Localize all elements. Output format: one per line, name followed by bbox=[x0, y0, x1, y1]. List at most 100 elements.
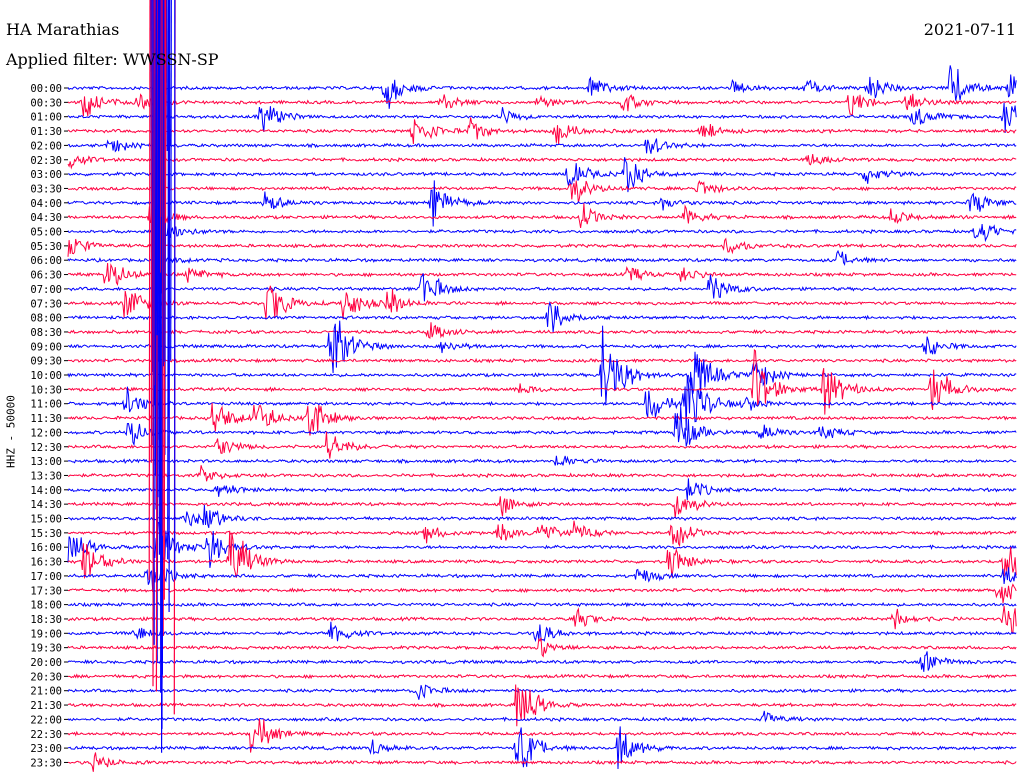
row-time-label: 01:30 bbox=[30, 126, 62, 138]
filter-subtitle: Applied filter: WWSSN-SP bbox=[6, 50, 219, 69]
row-time-label: 16:30 bbox=[30, 557, 62, 569]
trace-row bbox=[67, 601, 1017, 608]
row-time-label: 15:30 bbox=[30, 528, 62, 540]
row-time-label: 13:30 bbox=[30, 470, 62, 482]
row-time-label: 17:30 bbox=[30, 585, 62, 597]
row-time-label: 16:00 bbox=[30, 542, 62, 554]
row-time-label: 21:30 bbox=[30, 700, 62, 712]
trace-row bbox=[67, 320, 1017, 374]
trace-row bbox=[67, 521, 1017, 568]
trace-row bbox=[67, 325, 1017, 404]
trace-row bbox=[67, 262, 1017, 287]
trace-row bbox=[67, 406, 1017, 447]
trace-row bbox=[67, 583, 1017, 604]
row-time-label: 08:30 bbox=[30, 327, 62, 339]
row-time-label: 07:00 bbox=[30, 284, 62, 296]
trace-row bbox=[67, 219, 1017, 250]
row-time-label: 18:00 bbox=[30, 600, 62, 612]
trace-row bbox=[67, 322, 1017, 339]
row-time-label: 10:30 bbox=[30, 384, 62, 396]
trace-row bbox=[67, 180, 1017, 227]
date-label: 2021-07-11 bbox=[923, 20, 1016, 39]
trace-row bbox=[67, 65, 1017, 109]
trace-row bbox=[67, 621, 1017, 643]
row-time-label: 00:00 bbox=[30, 83, 62, 95]
row-time-label: 08:00 bbox=[30, 313, 62, 325]
trace-row bbox=[67, 93, 1017, 117]
row-time-label: 19:30 bbox=[30, 643, 62, 655]
y-axis-label: HHZ - 50000 bbox=[4, 395, 18, 468]
trace-row bbox=[67, 530, 1017, 580]
row-time-label: 11:30 bbox=[30, 413, 62, 425]
row-time-label: 12:30 bbox=[30, 442, 62, 454]
row-time-label: 19:00 bbox=[30, 628, 62, 640]
row-time-label: 05:30 bbox=[30, 241, 62, 253]
row-time-label: 06:30 bbox=[30, 270, 62, 282]
row-time-label: 10:00 bbox=[30, 370, 62, 382]
row-time-label: 22:30 bbox=[30, 729, 62, 741]
row-time-label: 07:30 bbox=[30, 298, 62, 310]
trace-row bbox=[67, 684, 1017, 700]
row-time-label: 09:00 bbox=[30, 341, 62, 353]
row-time-label: 20:00 bbox=[30, 657, 62, 669]
trace-row bbox=[67, 752, 1017, 772]
row-time-label: 23:00 bbox=[30, 743, 62, 755]
row-time-label: 14:30 bbox=[30, 499, 62, 511]
row-time-label: 20:30 bbox=[30, 671, 62, 683]
trace-row bbox=[67, 605, 1017, 635]
row-time-label: 02:30 bbox=[30, 155, 62, 167]
trace-row bbox=[67, 562, 1017, 593]
row-time-label: 21:00 bbox=[30, 686, 62, 698]
row-time-label: 04:00 bbox=[30, 198, 62, 210]
row-time-label: 12:00 bbox=[30, 427, 62, 439]
trace-row bbox=[67, 465, 1017, 482]
trace-row bbox=[68, 357, 1017, 364]
trace-row bbox=[67, 673, 1017, 680]
row-time-label: 05:00 bbox=[30, 227, 62, 239]
trace-row bbox=[67, 249, 1017, 267]
row-time-label: 00:30 bbox=[30, 97, 62, 109]
row-time-label: 03:00 bbox=[30, 169, 62, 181]
trace-row bbox=[67, 504, 1017, 528]
trace-row bbox=[67, 154, 1017, 170]
row-time-label: 06:00 bbox=[30, 255, 62, 267]
trace-row bbox=[67, 478, 1017, 501]
trace-row bbox=[67, 203, 1017, 228]
trace-row bbox=[67, 637, 1017, 658]
row-time-label: 14:00 bbox=[30, 485, 62, 497]
trace-row bbox=[67, 348, 1017, 415]
trace-row bbox=[67, 710, 1017, 723]
trace-row bbox=[68, 371, 1017, 431]
trace-row bbox=[67, 718, 1017, 753]
trace-row bbox=[68, 157, 1017, 193]
row-time-label: 09:30 bbox=[30, 356, 62, 368]
trace-row bbox=[67, 138, 1017, 154]
row-time-label: 11:00 bbox=[30, 399, 62, 411]
mainshock-trace bbox=[148, 0, 176, 753]
row-time-label: 13:00 bbox=[30, 456, 62, 468]
row-time-label: 03:30 bbox=[30, 183, 62, 195]
trace-row bbox=[67, 520, 1017, 548]
trace-row bbox=[67, 684, 1017, 727]
row-time-label: 01:00 bbox=[30, 112, 62, 124]
trace-row bbox=[67, 402, 1017, 436]
row-time-label: 02:00 bbox=[30, 140, 62, 152]
trace-row bbox=[67, 431, 1017, 459]
trace-row bbox=[67, 496, 1017, 519]
trace-row bbox=[67, 180, 1017, 203]
row-time-label: 15:00 bbox=[30, 514, 62, 526]
trace-row bbox=[67, 117, 1017, 145]
row-time-label: 17:00 bbox=[30, 571, 62, 583]
trace-row bbox=[67, 237, 1017, 257]
trace-row bbox=[67, 102, 1017, 133]
trace-row bbox=[67, 455, 1017, 466]
trace-row bbox=[68, 726, 1017, 770]
row-time-label: 04:30 bbox=[30, 212, 62, 224]
trace-row bbox=[67, 273, 1017, 302]
row-time-label: 18:30 bbox=[30, 614, 62, 626]
row-time-label: 23:30 bbox=[30, 757, 62, 769]
trace-row bbox=[67, 285, 1017, 320]
row-time-label: 22:00 bbox=[30, 714, 62, 726]
trace-row bbox=[68, 300, 1017, 333]
